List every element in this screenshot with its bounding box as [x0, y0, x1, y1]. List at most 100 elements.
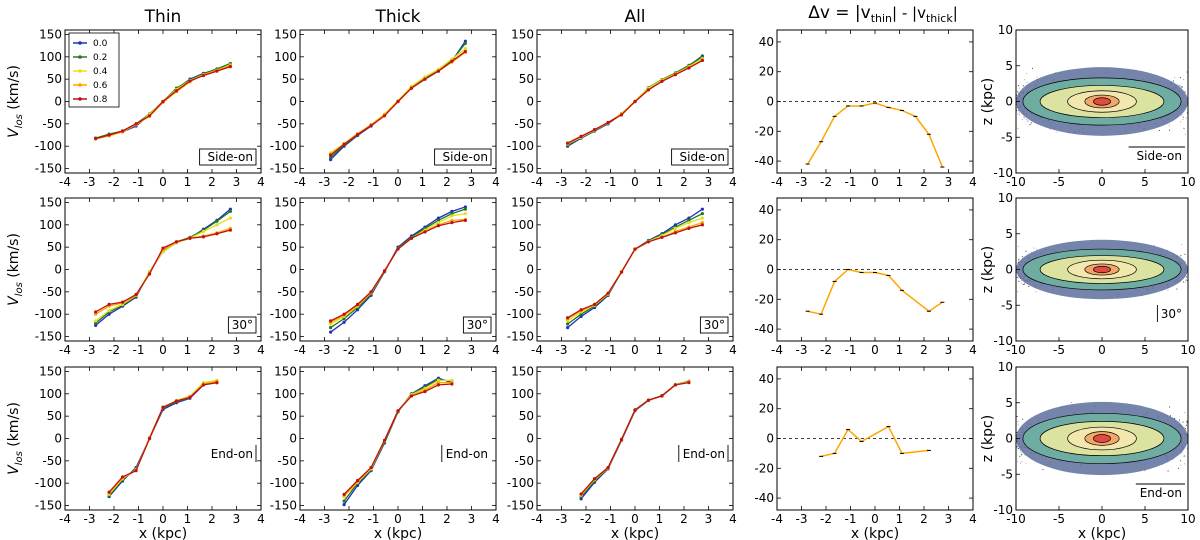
- delta-r2-xtick-label: 3: [945, 343, 953, 357]
- column-titles: Thin Thick All Δv = |vthin| - |vthick|: [144, 3, 958, 27]
- density-speckle: [1017, 461, 1019, 463]
- density-contour: [1067, 259, 1137, 280]
- density-xtick-label: -10: [1006, 512, 1026, 526]
- row-tag-thick: End-on: [446, 447, 488, 461]
- vel-thin-r1-ytick-label: 0: [54, 95, 62, 109]
- density-speckle: [1018, 259, 1020, 261]
- vel-all-r3-xlabel: x (kpc): [611, 526, 659, 540]
- density-xtick-label: -10: [1006, 343, 1026, 357]
- data-point-0.8: [450, 59, 454, 63]
- vel-all-r2-xtick-label: 1: [656, 343, 664, 357]
- vel-thin-r1-ytick-label: 100: [39, 50, 62, 64]
- data-point-0.4: [228, 216, 232, 220]
- data-point-0.8: [120, 300, 125, 304]
- vel-thick-r2-xtick-label: 0: [394, 343, 402, 357]
- data-point-0.8: [579, 308, 583, 312]
- legend-label-0.8: 0.8: [93, 95, 108, 105]
- data-point-0.8: [355, 302, 360, 306]
- row-tag-thick-box: [434, 148, 492, 166]
- data-point-0.8: [174, 240, 179, 244]
- legend-marker-0.0: [78, 41, 82, 45]
- density-speckle: [1183, 281, 1185, 283]
- density-xtick-label: 5: [1141, 512, 1149, 526]
- density-speckle: [1025, 250, 1027, 252]
- vel-thin-r2-xtick-label: 0: [159, 343, 167, 357]
- data-point-0.8: [566, 141, 570, 145]
- vel-thin-r3-ytick-label: 150: [39, 364, 62, 378]
- data-point-0.8: [134, 292, 138, 297]
- density-speckle: [1021, 460, 1023, 462]
- data-point-0.8: [700, 223, 704, 227]
- vel-thick-r2-ytick-label: 50: [282, 240, 297, 254]
- vel-all-r3-xtick-label: -1: [605, 512, 617, 526]
- delta-r3-xtick-label: 2: [920, 512, 928, 526]
- data-point-0.2: [94, 321, 98, 325]
- legend: 0.0 0.2 0.4 0.6 0.8: [68, 32, 120, 108]
- density-speckle: [1031, 67, 1033, 69]
- data-point-0.8: [329, 153, 333, 157]
- vel-thin-r3-xtick-label: -2: [108, 512, 120, 526]
- delta-r3-xtick-label: -3: [796, 512, 808, 526]
- data-point-0.8: [382, 114, 387, 118]
- data-point-0.6: [450, 218, 454, 222]
- data-point-0.8: [606, 465, 610, 470]
- density-ytick-label: 0: [1005, 263, 1013, 277]
- density-speckle: [1182, 421, 1184, 423]
- density-tag-bg: [1130, 147, 1184, 164]
- vel-all-r3-ytick-label: 50: [519, 409, 534, 423]
- legend-label-0.6: 0.6: [93, 81, 108, 91]
- data-point-0.6: [436, 381, 441, 385]
- density-speckle: [1018, 87, 1020, 89]
- vel-all-r1-ytick-label: -100: [507, 139, 534, 153]
- density-speckle: [1022, 284, 1024, 286]
- density-speckle: [1184, 261, 1186, 263]
- vel-all-r3-ytick-label: -50: [514, 454, 534, 468]
- vel-thin-r1-xtick-label: 4: [257, 175, 265, 189]
- vel-all-r3-ytick-label: 100: [511, 387, 534, 401]
- density-speckle: [1181, 244, 1183, 246]
- vel-all-r2-ytick-label: -100: [507, 307, 534, 321]
- panel-delta-row2: -4 -3 -2 -1 0 1 2 3 4 -40 -20 0 20 40: [754, 197, 977, 357]
- vel-thin-r2-xtick-label: -4: [59, 343, 71, 357]
- vel-all-r1-xtick-label: -4: [531, 175, 543, 189]
- ylabel-vlos: Vlos (km/s): [6, 65, 25, 138]
- vel-thick-r2-xtick-label: 4: [492, 343, 500, 357]
- density-speckle: [1177, 84, 1179, 86]
- density-speckle: [1174, 76, 1176, 78]
- legend-label-0.2: 0.2: [93, 53, 107, 63]
- density-speckle: [1177, 467, 1179, 469]
- data-point-0.8: [329, 319, 333, 323]
- delta-r2-xtick-label: 2: [920, 343, 928, 357]
- delta-r2-xtick-label: 0: [871, 343, 879, 357]
- vel-thin-r2-xtick-label: 1: [184, 343, 192, 357]
- vel-thick-r1-ytick-label: 0: [289, 95, 297, 109]
- data-point-0.8: [369, 290, 373, 294]
- vel-all-r1-ytick-label: 0: [526, 95, 534, 109]
- density-speckle: [1021, 282, 1023, 284]
- data-point-0.0: [329, 330, 333, 334]
- density-speckle: [1184, 455, 1186, 457]
- data-point-0.8: [579, 492, 583, 496]
- vel-thick-r3-ytick-label: 50: [282, 409, 297, 423]
- panel-delta-row3: -4 -3 -2 -1 0 1 2 3 4 -40 -20 0 20 40 x (kpc): [754, 366, 977, 540]
- vel-thin-r1-ytick-label: -50: [42, 117, 62, 131]
- delta-r3-xtick-label: -1: [845, 512, 857, 526]
- density-speckle: [1017, 261, 1019, 263]
- vel-thick-r3-xtick-label: 2: [443, 512, 451, 526]
- density-speckle: [1023, 116, 1025, 118]
- density-speckle: [1185, 117, 1187, 119]
- density-contour: [1084, 263, 1120, 276]
- delta-r2-xtick-label: -2: [820, 343, 832, 357]
- data-point-0.8: [161, 405, 165, 409]
- density-speckle: [1016, 276, 1018, 278]
- ylabel-main: V: [6, 464, 22, 475]
- delta-r2-xtick-label: 1: [896, 343, 904, 357]
- zlabel: z (kpc): [980, 246, 996, 293]
- vel-thick-r2-ytick-label: 0: [289, 263, 297, 277]
- legend-marker-0.8: [78, 97, 82, 101]
- data-point-0.8: [201, 73, 206, 78]
- vel-thick-r2-xtick-label: -3: [319, 343, 331, 357]
- data-point-0.4: [673, 226, 678, 230]
- vel-thin-r1-xtick-label: -3: [84, 175, 96, 189]
- vel-thick-r2-xtick-label: -4: [294, 343, 306, 357]
